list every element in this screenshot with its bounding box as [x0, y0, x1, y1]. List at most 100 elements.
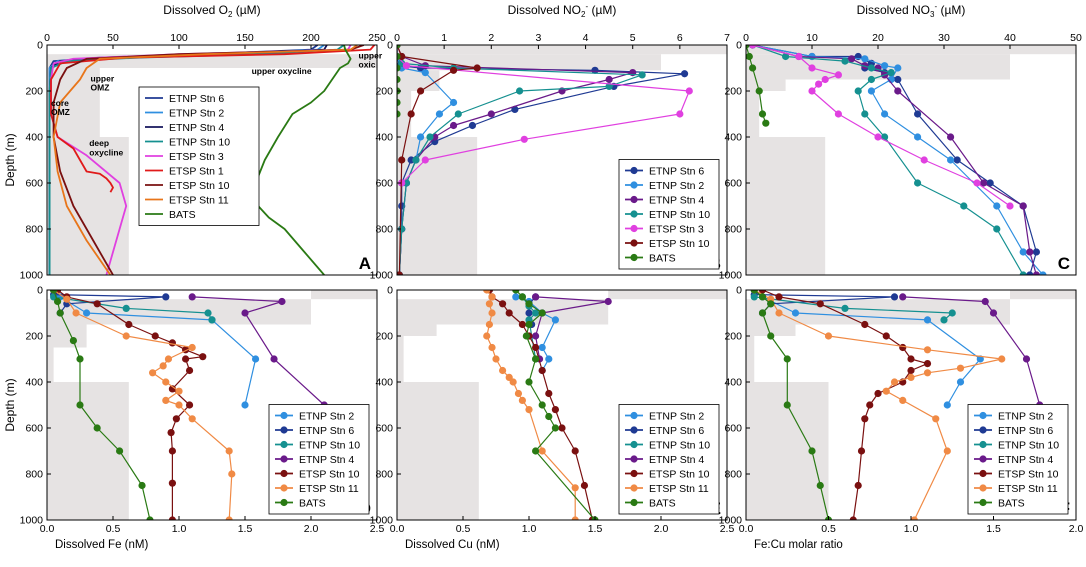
data-point	[162, 396, 170, 404]
legend-entry: ETNP Stn 2	[998, 411, 1053, 423]
data-point	[605, 82, 613, 90]
legend-marker	[630, 455, 638, 463]
y-tick-label: 600	[724, 423, 742, 435]
data-point	[750, 290, 758, 294]
legend-marker	[630, 411, 638, 420]
legend-entry: BATS	[649, 253, 676, 265]
data-point	[188, 415, 196, 423]
legend-entry: ETNP Stn 2	[649, 411, 704, 423]
y-axis-title-bottom: Depth (m)	[3, 378, 17, 431]
data-point	[867, 87, 876, 95]
data-point	[278, 297, 286, 306]
data-point	[167, 429, 175, 437]
data-point	[208, 316, 216, 324]
shade-region	[746, 324, 796, 336]
y-tick-label: 1000	[719, 515, 743, 527]
data-point	[532, 447, 540, 455]
data-point	[168, 516, 176, 520]
data-point	[538, 447, 546, 455]
data-point	[509, 378, 517, 386]
axis-title: Dissolved Fe (nM)	[55, 539, 148, 551]
data-point	[767, 300, 775, 308]
shade-region	[746, 45, 1076, 55]
y-axis: 0 200 400 600 800 1000	[719, 40, 750, 282]
x-tick-label: 200	[302, 32, 320, 44]
data-point	[782, 52, 790, 61]
plot-frame	[396, 289, 728, 521]
annotation-label: upper	[91, 73, 115, 83]
data-point	[989, 309, 998, 317]
data-point	[421, 69, 429, 77]
y-axis: 0 200 400 600 800 1000	[20, 40, 51, 282]
data-point	[914, 110, 922, 118]
legend-entry: ETNP Stn 10	[998, 440, 1059, 452]
x-tick-label: 6	[677, 32, 683, 44]
data-point	[1026, 271, 1034, 275]
data-point	[881, 62, 889, 70]
data-point	[407, 110, 415, 118]
data-point	[1039, 271, 1047, 275]
shade-region	[608, 290, 727, 300]
data-point	[125, 320, 133, 329]
data-point	[485, 300, 493, 308]
legend-entry: ETNP Stn 4	[649, 454, 704, 466]
data-point	[816, 300, 824, 308]
shade-region	[746, 79, 786, 91]
axis-title: Dissolved Cu (nM)	[405, 539, 500, 551]
axis-title-main: Dissolved O	[163, 3, 228, 17]
legend-entry: ETSP Stn 10	[169, 180, 230, 192]
y-tick-label: 1000	[20, 270, 44, 282]
series-line-bats	[254, 45, 352, 275]
data-point	[976, 355, 984, 363]
y-tick-label: 800	[724, 224, 742, 236]
legend-marker	[630, 166, 638, 175]
x-tick-label: 0.0	[390, 523, 405, 535]
data-point	[923, 369, 932, 377]
y-tick-label: 0	[387, 285, 393, 297]
data-point	[907, 373, 915, 381]
legend: ETNP Stn 6 ETNP Stn 2 ETNP Stn 4 ETNP Stn 1…	[138, 86, 260, 226]
shade-region	[746, 137, 826, 275]
data-point	[185, 366, 194, 375]
data-point	[397, 271, 403, 275]
x-tick-label: 1.5	[588, 523, 603, 535]
shade-region	[746, 91, 760, 137]
data-point	[149, 369, 157, 377]
legend-marker	[979, 469, 987, 478]
data-point	[834, 110, 843, 118]
data-point	[881, 110, 889, 118]
axis-title-sub: 2	[228, 10, 233, 19]
x-tick-label: 2.5	[370, 523, 385, 535]
data-point	[861, 320, 869, 329]
data-point	[397, 75, 401, 84]
x-tick-label: 3	[536, 32, 542, 44]
x-tick-label: 0.5	[106, 523, 121, 535]
data-point	[993, 202, 1001, 210]
data-point	[505, 309, 513, 317]
legend-entry: BATS	[998, 498, 1025, 510]
data-point	[50, 290, 58, 294]
axis-title-main: Dissolved NO	[508, 3, 581, 17]
data-point	[397, 64, 401, 72]
legend-marker	[630, 469, 638, 478]
legend-entry: ETSP Stn 11	[998, 483, 1058, 495]
data-point	[775, 309, 783, 317]
annotation-label: upper	[359, 50, 383, 60]
x-tick-label: 0	[394, 32, 400, 44]
data-point	[532, 343, 540, 352]
data-point	[998, 355, 1006, 363]
data-point	[538, 366, 546, 375]
x-tick-label: 5	[630, 32, 636, 44]
shade-region	[1010, 290, 1076, 300]
panel-b: 0 1 2 3 4 5 6 7 0 200 400 600 800 1000 Dissolved NO2- …	[370, 2, 730, 282]
data-point	[416, 87, 425, 95]
legend-marker	[979, 484, 987, 492]
x-tick-label: 2.5	[720, 523, 735, 535]
y-tick-label: 800	[25, 224, 43, 236]
data-point	[815, 80, 823, 88]
series-group	[397, 45, 693, 275]
data-point	[473, 64, 481, 72]
series-group	[483, 290, 612, 520]
data-point	[758, 290, 767, 294]
data-point	[545, 389, 553, 398]
